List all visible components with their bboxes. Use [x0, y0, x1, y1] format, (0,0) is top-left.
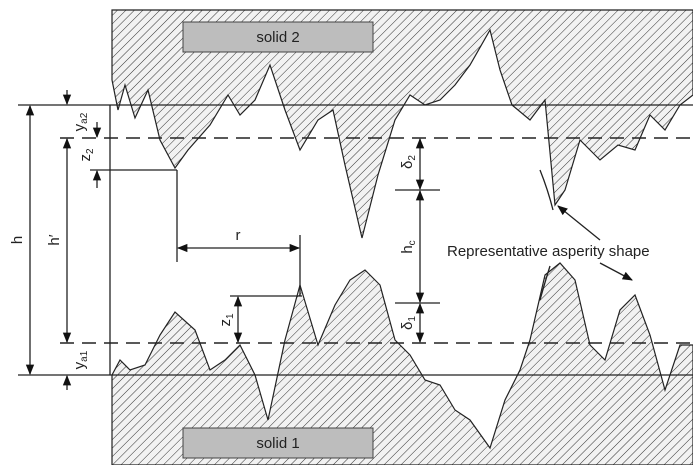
label-base: z — [217, 319, 234, 327]
label-subscript: 1 — [225, 313, 236, 319]
solid-label: solid 2 — [256, 29, 299, 46]
dimension-label: hc — [399, 240, 418, 253]
dimension-label: z2 — [77, 148, 96, 162]
label-subscript: c — [407, 240, 418, 245]
label-base: δ — [399, 161, 416, 169]
solid-label: solid 1 — [256, 435, 299, 452]
dimension-label: r — [236, 227, 241, 244]
label-base: h — [9, 236, 26, 244]
dimension-label: δ2 — [399, 155, 418, 169]
label-base: h — [399, 245, 416, 253]
label-subscript: a1 — [79, 350, 90, 362]
label-base: z — [77, 154, 94, 162]
label-base: δ — [399, 322, 416, 330]
dimension-label: ya1 — [71, 350, 90, 369]
dimension-label: h′ — [46, 234, 63, 245]
dimension-label: h — [9, 236, 26, 244]
label-subscript: 1 — [407, 316, 418, 322]
dimension-label: z1 — [217, 313, 236, 327]
label-base: h′ — [46, 234, 63, 245]
annotation: Representative asperity shape — [447, 243, 650, 260]
dimension-label: δ1 — [399, 316, 418, 330]
label-base: r — [236, 227, 241, 244]
diagram: solid 2 solid 1 Representative asperity … — [0, 0, 693, 465]
label-subscript: a2 — [79, 112, 90, 124]
label-subscript: 2 — [407, 155, 418, 161]
label-subscript: 2 — [85, 148, 96, 154]
dimension-label: ya2 — [71, 112, 90, 131]
